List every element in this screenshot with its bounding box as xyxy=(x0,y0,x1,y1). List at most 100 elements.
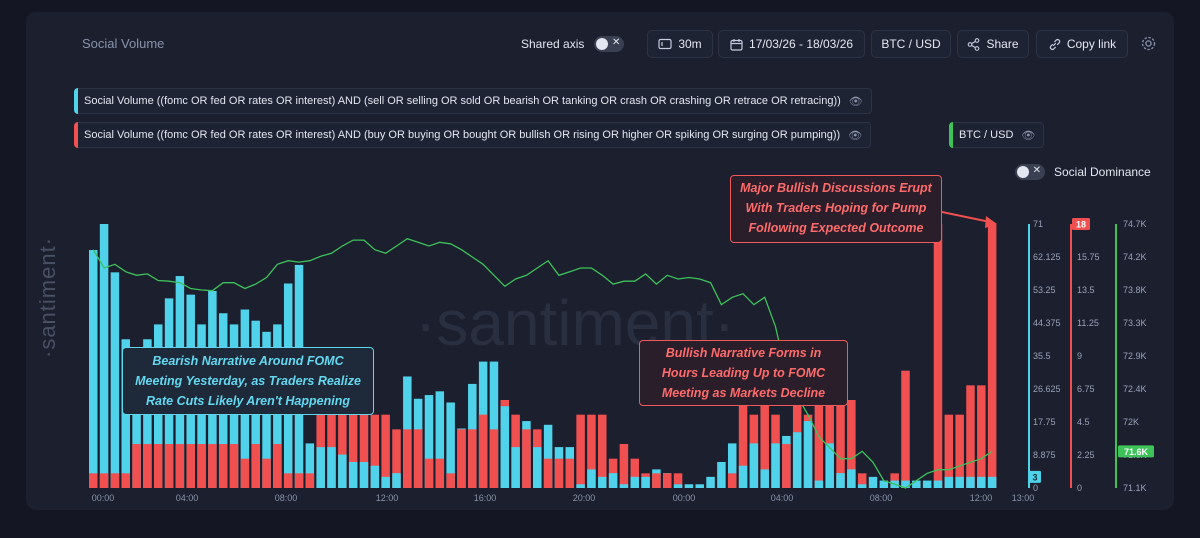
metric-color-bar xyxy=(74,88,78,114)
y-tick-label-bearish: 44.375 xyxy=(1033,318,1061,328)
bar-bearish xyxy=(587,469,596,488)
pair-button[interactable]: BTC / USD xyxy=(871,30,951,58)
y-tick-label-btc: 71.1K xyxy=(1123,483,1147,493)
bar-bearish xyxy=(381,476,390,488)
bar-bearish xyxy=(500,406,510,488)
x-tick-label: 04:00 xyxy=(771,493,794,503)
bar-bearish xyxy=(370,465,380,488)
bar-bearish xyxy=(424,395,434,488)
shared-axis-control[interactable]: Shared axis ✕ xyxy=(521,30,625,58)
current-value-label-btc: 71.6K xyxy=(1124,447,1149,457)
bar-bearish xyxy=(327,447,336,488)
bar-bullish xyxy=(576,414,585,488)
bar-bearish xyxy=(868,476,878,488)
x-tick-label: 12:00 xyxy=(376,493,399,503)
current-value-label-bearish: 3 xyxy=(1032,472,1037,482)
bar-bearish xyxy=(771,443,780,488)
x-tick-label: 16:00 xyxy=(474,493,497,503)
copy-link-button[interactable]: Copy link xyxy=(1036,30,1128,58)
y-tick-label-bearish: 35.5 xyxy=(1033,351,1051,361)
chart-title: Social Volume xyxy=(82,36,165,51)
bar-bullish xyxy=(403,429,412,488)
toggle-off-icon: ✕ xyxy=(611,37,621,48)
bar-bullish xyxy=(435,458,445,488)
bar-bearish xyxy=(847,469,856,488)
bar-bullish xyxy=(99,473,109,488)
bar-bullish xyxy=(240,458,250,488)
bar-bullish xyxy=(164,444,174,488)
bar-bullish xyxy=(598,414,607,488)
bar-bearish xyxy=(533,447,542,488)
metric-bullish-social-volume[interactable]: Social Volume ((fomc OR fed OR rates OR … xyxy=(74,122,872,148)
bar-bearish xyxy=(348,461,358,488)
bar-bearish xyxy=(89,250,98,488)
bar-bearish xyxy=(543,424,553,488)
y-tick-label-btc: 73.8K xyxy=(1123,285,1147,295)
bar-bullish xyxy=(251,444,260,488)
bar-bullish xyxy=(857,473,867,488)
bar-bullish xyxy=(554,458,564,488)
bar-bearish xyxy=(717,461,726,488)
shared-axis-toggle[interactable]: ✕ xyxy=(594,36,625,52)
share-button[interactable]: Share xyxy=(957,30,1029,58)
eye-icon[interactable]: 👁 xyxy=(1021,129,1036,142)
bar-bearish xyxy=(684,484,694,488)
bar-bullish xyxy=(294,473,304,488)
annotation-line: With Traders Hoping for Pump xyxy=(745,201,927,215)
x-tick-label: 00:00 xyxy=(673,493,696,503)
metric-btc-usd[interactable]: BTC / USD 👁 xyxy=(949,122,1045,148)
bar-bearish xyxy=(695,484,704,488)
bar-bearish xyxy=(966,476,975,488)
bar-bullish xyxy=(132,444,141,488)
bar-bearish xyxy=(598,476,607,488)
bar-bullish xyxy=(305,473,315,488)
bar-bearish xyxy=(446,402,455,488)
social-dominance-control[interactable]: ✕ Social Dominance xyxy=(1015,158,1151,186)
bar-bullish xyxy=(478,414,488,488)
bar-bullish xyxy=(836,341,845,488)
date-range-button[interactable]: 17/03/26 - 18/03/26 xyxy=(718,30,865,58)
bar-bullish xyxy=(175,444,185,488)
annotation-bullish-narrative: Bullish Narrative Forms in Hours Leading… xyxy=(639,340,848,406)
bar-bearish xyxy=(727,443,737,488)
eye-icon[interactable]: 👁 xyxy=(848,129,863,142)
pair-label: BTC / USD xyxy=(881,37,941,51)
interval-button[interactable]: 30m xyxy=(647,30,713,58)
bar-bearish xyxy=(576,484,585,488)
bar-bullish xyxy=(468,429,477,488)
y-tick-label-bullish: 15.75 xyxy=(1077,252,1100,262)
bar-bearish xyxy=(803,421,813,488)
bar-bullish xyxy=(901,370,910,488)
social-dominance-toggle[interactable]: ✕ xyxy=(1015,164,1045,180)
y-tick-label-bullish: 6.75 xyxy=(1077,384,1095,394)
share-icon xyxy=(968,37,980,51)
annotation-arrow-head xyxy=(985,216,997,228)
bar-bearish xyxy=(673,484,683,488)
metric-bearish-social-volume[interactable]: Social Volume ((fomc OR fed OR rates OR … xyxy=(74,88,872,114)
bar-bullish xyxy=(619,444,629,488)
bar-bullish xyxy=(197,444,206,488)
bar-bearish xyxy=(857,484,867,488)
y-tick-label-bearish: 71 xyxy=(1033,219,1043,229)
bar-bearish xyxy=(760,469,769,488)
x-tick-label: 08:00 xyxy=(275,493,298,503)
annotation-line: Major Bullish Discussions Erupt xyxy=(740,181,932,195)
bar-bearish xyxy=(738,465,748,488)
bar-bullish xyxy=(370,414,380,488)
y-tick-label-bullish: 11.25 xyxy=(1077,318,1099,328)
annotation-line: Bearish Narrative Around FOMC xyxy=(152,354,344,368)
settings-icon[interactable] xyxy=(1140,35,1157,57)
bar-bullish xyxy=(381,414,390,488)
eye-icon[interactable]: 👁 xyxy=(848,95,863,108)
current-value-badge-bearish xyxy=(1029,470,1041,483)
bar-bullish xyxy=(738,356,748,488)
bar-bearish xyxy=(316,447,325,488)
y-tick-label-bullish: 13.5 xyxy=(1077,285,1095,295)
bar-bullish xyxy=(760,356,769,488)
bar-bearish xyxy=(305,443,315,488)
bar-bearish xyxy=(132,354,141,488)
bar-bullish xyxy=(966,385,975,488)
bar-bearish xyxy=(825,443,834,488)
annotation-line: Following Expected Outcome xyxy=(748,221,924,235)
